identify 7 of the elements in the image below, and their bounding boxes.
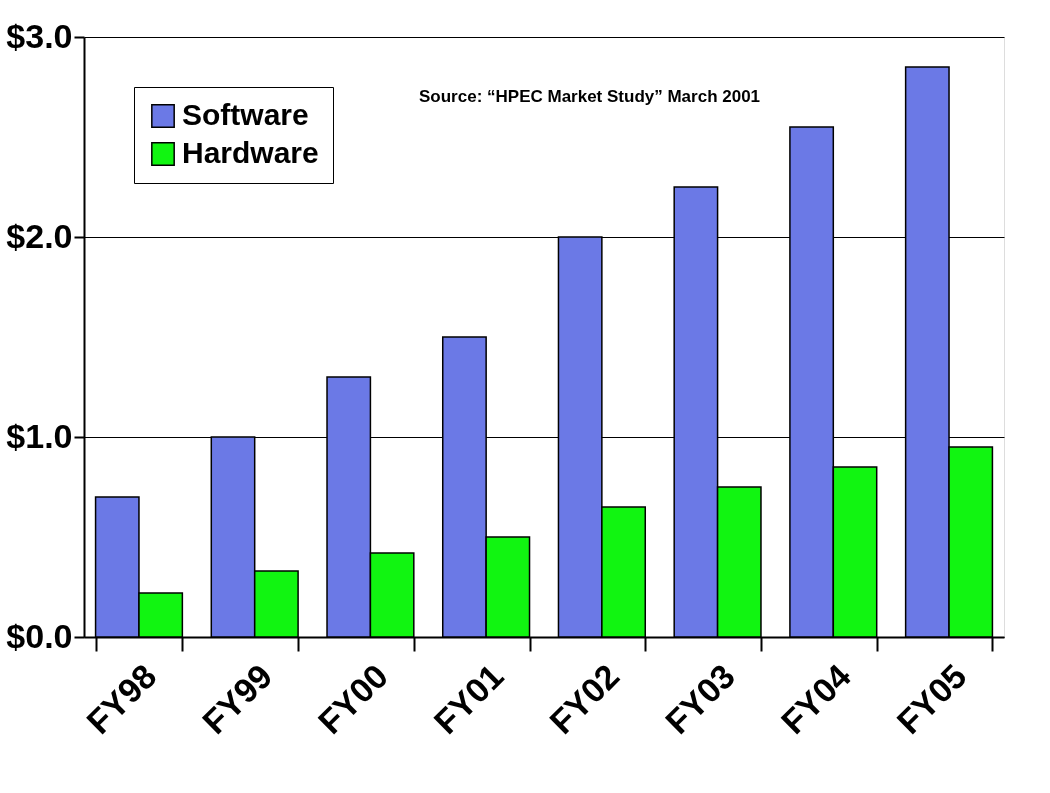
y-tick-label: $1.0 (6, 416, 73, 455)
y-tick-label: $2.0 (6, 216, 73, 255)
legend-label: Hardware (182, 136, 319, 169)
legend-label: Software (182, 98, 309, 131)
annotation: Source: “HPEC Market Study” March 2001 (419, 87, 761, 106)
y-tick-label: $3.0 (6, 16, 73, 55)
y-tick-label: $0.0 (6, 616, 73, 655)
